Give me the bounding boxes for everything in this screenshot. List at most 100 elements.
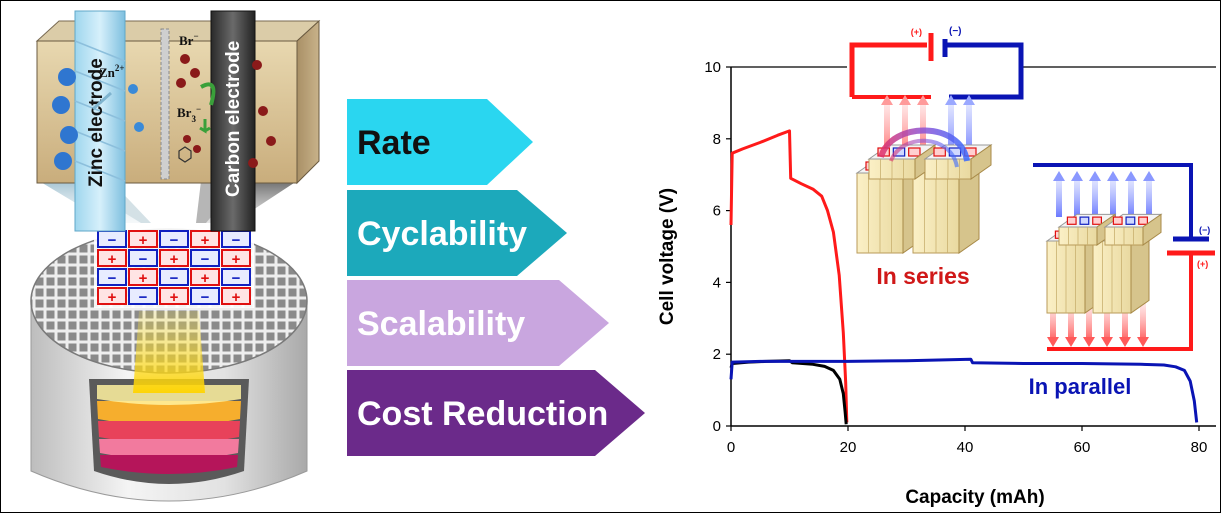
plus-sign: + — [139, 270, 148, 287]
parallel-minus-label: (−) — [1199, 225, 1210, 235]
positive-cell — [128, 268, 158, 286]
negative-cell — [97, 268, 127, 286]
up-arrow-red — [884, 101, 890, 157]
parallel-current-arrows — [1047, 171, 1155, 347]
y-tick-label: 6 — [713, 203, 721, 220]
layer-magenta — [100, 455, 238, 474]
complexing-agent-icon — [178, 146, 192, 163]
minus-sign: − — [201, 251, 210, 268]
down-arrow-red — [1104, 301, 1110, 341]
series-wire-negative — [945, 42, 1024, 100]
chart-series — [729, 129, 1199, 425]
minus-sign: − — [108, 232, 117, 249]
minus-sign: − — [139, 289, 148, 306]
benefit-cost-reduction-chevron — [347, 370, 645, 456]
down-arrow-red — [1122, 301, 1128, 341]
positive-cell — [128, 230, 158, 248]
br-ion-label: Br− — [179, 31, 199, 48]
separator-membrane — [160, 28, 170, 180]
up-arrow-blue — [1092, 177, 1098, 217]
y-tick-label: 8 — [713, 131, 721, 148]
negative-cell — [221, 268, 251, 286]
positive-cell — [190, 230, 220, 248]
down-arrow-red — [1050, 301, 1056, 341]
x-tick-label: 20 — [840, 439, 857, 456]
benefit-cyclability-chevron — [347, 190, 567, 276]
benefit-scalability: Scalability — [347, 280, 609, 366]
plus-sign: + — [232, 251, 241, 268]
br3-ion-label: Br3− — [177, 104, 201, 124]
minus-sign: − — [108, 270, 117, 287]
minus-sign: − — [232, 232, 241, 249]
positive-cell — [97, 287, 127, 305]
zinc-deposits — [52, 68, 144, 170]
negative-cell — [159, 230, 189, 248]
plus-sign: + — [201, 232, 210, 249]
reaction-arrow-icon — [200, 82, 216, 106]
parallel-cell-stacks — [1045, 213, 1163, 314]
x-tick-labels: 0 20 40 60 80 — [727, 426, 1207, 456]
negative-cell — [190, 287, 220, 305]
zinc-electrode: Zinc electrode — [74, 10, 126, 232]
minus-sign: − — [170, 232, 179, 249]
minus-sign: − — [139, 251, 148, 268]
positive-cell — [221, 287, 251, 305]
positive-cell — [159, 287, 189, 305]
benefit-rate: Rate — [347, 99, 533, 185]
minus-sign: − — [232, 270, 241, 287]
up-arrow-red — [902, 101, 908, 157]
y-tick-label: 4 — [713, 274, 721, 291]
plus-sign: + — [108, 289, 117, 306]
up-arrow-blue — [1128, 177, 1134, 217]
zn-ion-label: Zn2+ — [99, 63, 125, 80]
x-tick-label: 60 — [1074, 439, 1091, 456]
y-tick-labels: 0 2 4 6 8 10 — [704, 59, 731, 435]
benefit-rate-chevron — [347, 99, 533, 185]
positive-cell — [221, 249, 251, 267]
carbon-electrode: Carbon electrode — [210, 10, 256, 232]
layer-pink — [99, 439, 239, 460]
series-plus-label: (+) — [911, 27, 922, 37]
up-arrow-blue — [1146, 177, 1152, 217]
benefit-rate-label: Rate — [357, 124, 431, 162]
layer-red — [98, 421, 240, 444]
zn-migration-arrow-icon — [92, 91, 112, 111]
x-axis-label: Capacity (mAh) — [905, 487, 1044, 508]
benefit-cyclability-label: Cyclability — [357, 215, 527, 253]
up-arrow-blue — [1074, 177, 1080, 217]
parallel-wire-positive — [1047, 253, 1193, 351]
series-wire-positive — [849, 42, 927, 97]
negative-cell — [190, 249, 220, 267]
positive-cell — [190, 268, 220, 286]
electrode-grid: − + − + − + − + − + − + − + − + − + − + — [94, 227, 254, 308]
negative-cell — [159, 268, 189, 286]
parallel-circuit-inset: (−) (+) In parallel — [1029, 163, 1215, 399]
layer-yellow — [97, 385, 241, 405]
cell-voltage-chart: 0 20 40 60 80 0 2 4 6 8 10 Capacity (mAh) Cell vo… — [657, 26, 1216, 508]
plus-sign: + — [139, 232, 148, 249]
negative-cell — [128, 287, 158, 305]
positive-cell — [159, 249, 189, 267]
series-interconnect-loop — [878, 127, 970, 162]
plus-sign: + — [108, 251, 117, 268]
up-arrow-blue — [1110, 177, 1116, 217]
benefit-cyclability: Cyclability — [347, 190, 567, 276]
in-parallel-label: In parallel — [1029, 374, 1132, 399]
benefits-list: Rate Cyclability Scalability Cost Reduction — [347, 99, 645, 456]
x-tick-label: 40 — [957, 439, 974, 456]
down-arrow-red — [1140, 301, 1146, 341]
y-tick-label: 0 — [713, 418, 721, 435]
x-tick-label: 0 — [727, 439, 735, 456]
bromine-species — [176, 54, 276, 168]
positive-cell — [97, 249, 127, 267]
benefit-cost-reduction-label: Cost Reduction — [357, 395, 608, 433]
series-circuit-inset: (+) (−) In series — [849, 26, 1024, 289]
y-tick-label: 10 — [704, 59, 721, 76]
plus-sign: + — [170, 251, 179, 268]
series-minus-label: (−) — [949, 26, 962, 37]
benefit-scalability-label: Scalability — [357, 305, 525, 343]
down-arrow-red — [1086, 301, 1092, 341]
carbon-electrode-label: Carbon electrode — [223, 41, 244, 197]
